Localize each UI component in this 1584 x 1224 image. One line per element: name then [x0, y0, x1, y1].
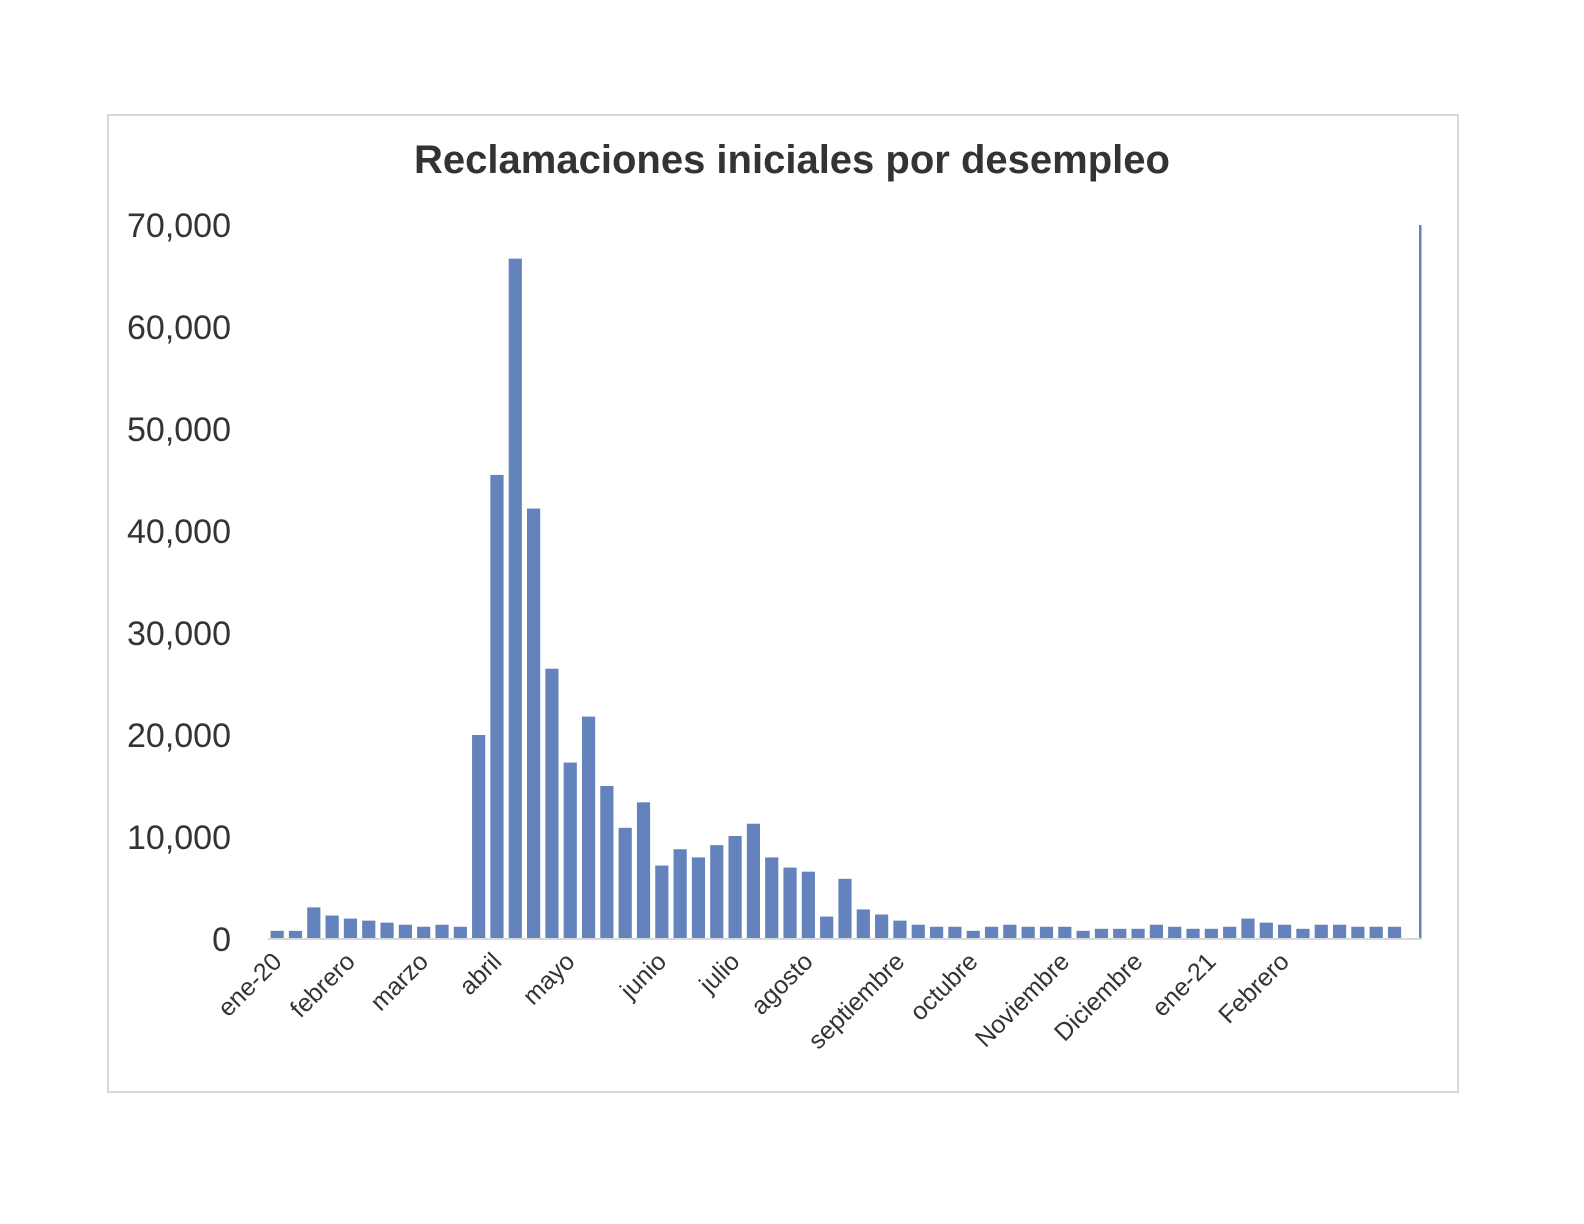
chart-title: Reclamaciones iniciales por desempleo — [414, 138, 1170, 182]
bar — [911, 924, 925, 939]
bar — [1369, 926, 1383, 939]
x-tick-label: julio — [693, 947, 745, 999]
bar — [1021, 926, 1035, 939]
y-tick-label: 50,000 — [127, 411, 231, 449]
bar — [1168, 926, 1182, 939]
bar — [563, 762, 577, 939]
y-tick-label: 30,000 — [127, 615, 231, 653]
bar — [984, 926, 999, 939]
bar — [1296, 928, 1310, 939]
bar — [1278, 924, 1292, 939]
bar — [1076, 930, 1090, 939]
bar — [673, 849, 687, 939]
bar — [1351, 926, 1365, 939]
bar — [1259, 922, 1273, 939]
bar — [893, 920, 907, 939]
bar — [618, 827, 632, 939]
bar — [600, 786, 614, 939]
x-tick-label: agosto — [746, 947, 819, 1020]
bar — [1186, 928, 1200, 939]
x-tick-label: febrero — [285, 947, 361, 1023]
bar — [691, 857, 706, 939]
bar — [1387, 926, 1402, 939]
bar — [875, 914, 889, 939]
bar — [746, 823, 761, 939]
bar — [1419, 225, 1422, 939]
bar — [655, 865, 669, 939]
bar — [288, 930, 303, 939]
bar — [1241, 918, 1255, 939]
bar — [1113, 928, 1127, 939]
bar — [1058, 926, 1072, 939]
x-tick-label: abril — [454, 947, 507, 1000]
x-tick-label: mayo — [517, 947, 580, 1010]
bar — [1131, 928, 1145, 939]
bar — [948, 926, 962, 939]
bar — [765, 857, 779, 939]
bar — [307, 907, 321, 939]
bar — [856, 909, 870, 939]
bar — [1332, 924, 1347, 939]
bar — [1314, 924, 1328, 939]
bar — [838, 878, 852, 939]
x-tick-label: septiembre — [803, 947, 910, 1054]
bar — [362, 920, 376, 939]
bar — [581, 716, 596, 939]
bar — [270, 930, 284, 939]
x-tick-label: junio — [614, 947, 672, 1005]
bars — [270, 225, 1422, 939]
bar — [398, 924, 412, 939]
y-tick-label: 10,000 — [127, 819, 231, 857]
bar — [1003, 924, 1017, 939]
bar — [527, 508, 541, 939]
bar — [1039, 926, 1054, 939]
y-tick-label: 0 — [212, 921, 231, 959]
bar — [508, 258, 522, 939]
bar — [545, 668, 559, 939]
x-tick-label: ene-21 — [1147, 947, 1222, 1022]
bar — [929, 926, 944, 939]
y-tick-label: 20,000 — [127, 717, 231, 755]
bar — [343, 918, 358, 939]
bar — [783, 867, 797, 939]
bar — [820, 916, 834, 939]
bar — [636, 802, 651, 939]
bar — [453, 926, 467, 939]
y-tick-label: 60,000 — [127, 309, 231, 347]
y-axis-ticks: 0 10,000 20,000 30,000 40,000 50,000 60,000 70,… — [127, 207, 231, 959]
y-tick-label: 70,000 — [127, 207, 231, 245]
bar — [417, 926, 431, 939]
x-tick-label: marzo — [365, 947, 434, 1016]
x-tick-label: octubre — [905, 947, 984, 1026]
bar — [1223, 926, 1237, 939]
y-tick-label: 40,000 — [127, 513, 231, 551]
bar — [1149, 924, 1163, 939]
x-tick-label: Febrero — [1213, 947, 1295, 1029]
bar — [728, 835, 742, 939]
bar — [1204, 928, 1218, 939]
bar — [435, 924, 449, 939]
bar — [490, 474, 504, 939]
bar — [325, 915, 339, 939]
bar — [1094, 928, 1109, 939]
bar — [710, 845, 724, 939]
bar — [801, 871, 815, 939]
bar — [966, 930, 980, 939]
bar — [380, 922, 394, 939]
bar — [472, 735, 486, 939]
